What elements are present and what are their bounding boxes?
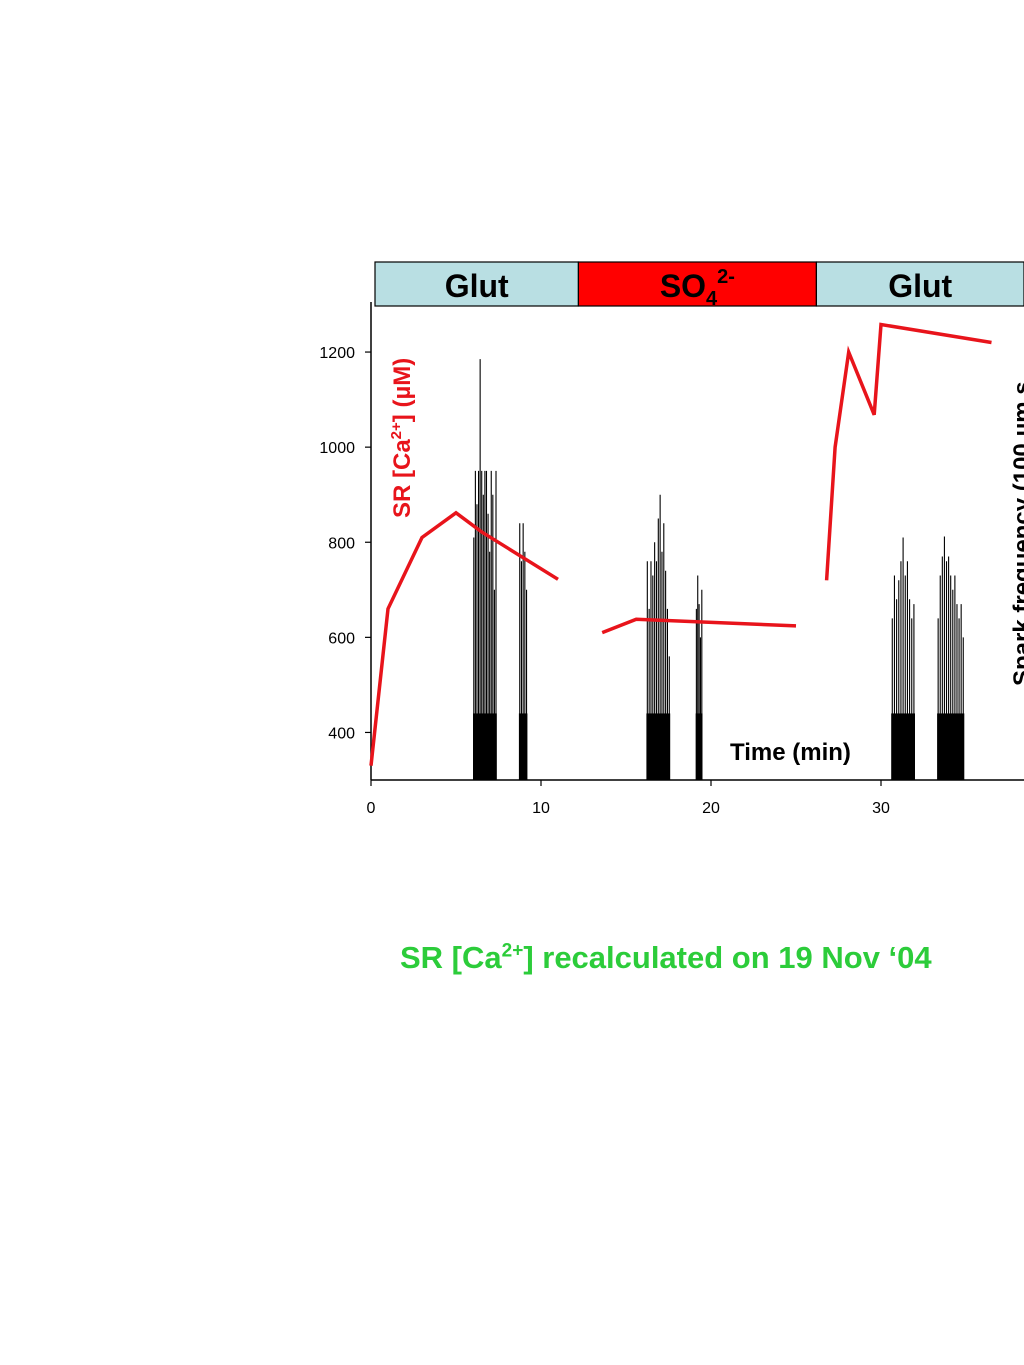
condition-box-1: [577, 261, 818, 307]
sr-line-segment-2: [824, 322, 992, 581]
y-tick-label: 1200: [319, 345, 355, 362]
y-tick-label: 600: [328, 630, 355, 647]
condition-label-text-2: Glut: [888, 268, 952, 304]
condition-bar: Glut SO42- Glut: [374, 261, 1024, 310]
left-y-label-prefix: SR [Ca: [389, 439, 416, 518]
x-tick-label: 30: [872, 800, 890, 817]
sr-line-segment-0: [369, 510, 559, 766]
y-tick-label: 1000: [319, 440, 355, 457]
recalculation-note: SR [Ca2+] recalculated on 19 Nov ‘04: [400, 940, 932, 976]
footnote-prefix: SR [Ca: [400, 940, 502, 975]
condition-label-1: SO42-: [660, 266, 735, 310]
x-tick-label: 20: [702, 800, 720, 817]
y-tick-label: 800: [328, 535, 355, 552]
ticks: 0 10 20 30 400 600 800 1000 1200: [319, 345, 890, 817]
condition-label-text-0: Glut: [445, 268, 509, 304]
x-tick-label: 10: [532, 800, 550, 817]
x-axis-label: Time (min): [730, 739, 851, 766]
condition-label-0: Glut: [445, 268, 509, 304]
footnote-suffix: ] recalculated on 19 Nov ‘04: [523, 940, 932, 975]
sr-calcium-line: [369, 322, 992, 766]
left-y-label-suffix: ] (µM): [389, 358, 416, 422]
axes: [370, 302, 1024, 781]
left-y-label-sup: 2+: [388, 422, 405, 439]
condition-label-text-1: SO: [660, 268, 706, 304]
condition-label-2: Glut: [888, 268, 952, 304]
condition-box-2: [815, 261, 1024, 307]
sr-line-segment-1: [601, 617, 797, 635]
x-tick-label: 0: [367, 800, 376, 817]
condition-box-0: [374, 261, 579, 307]
spark-frequency-bars: [473, 359, 965, 780]
condition-label-sub-1: 4: [706, 288, 718, 310]
left-y-axis-label: SR [Ca2+] (µM): [388, 358, 416, 518]
right-y-axis-label: Spark frequency (100 µm s: [1009, 381, 1024, 686]
condition-label-sup-1: 2-: [717, 266, 735, 288]
footnote-sup: 2+: [501, 940, 524, 962]
y-tick-label: 400: [328, 725, 355, 742]
